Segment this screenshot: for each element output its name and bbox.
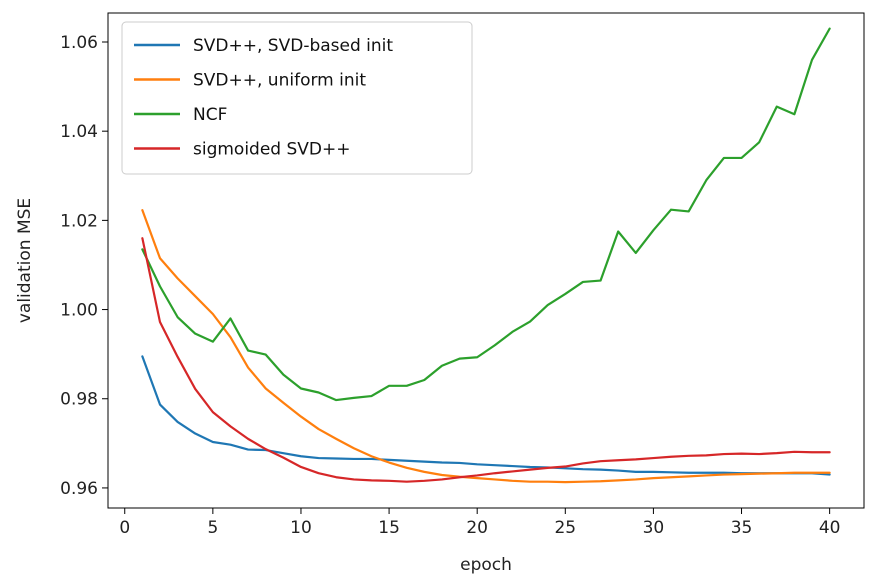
legend-label-4: sigmoided SVD++ [193, 140, 351, 160]
series-line-1 [141, 355, 831, 476]
y-tick-label: 0.98 [60, 390, 98, 410]
x-tick-label: 25 [554, 518, 576, 538]
x-tick-label: 40 [819, 518, 841, 538]
legend-label-3: NCF [193, 105, 227, 125]
legend: SVD++, SVD-based init SVD++, uniform init… [121, 21, 473, 175]
series-line-4 [141, 237, 831, 483]
y-axis-label: validation MSE [15, 198, 35, 323]
legend-box [121, 21, 473, 175]
y-tick-label: 1.06 [60, 33, 98, 53]
y-axis-ticks: 0.96 0.98 1.00 1.02 1.04 1.06 [60, 33, 108, 499]
plot-frame [107, 12, 865, 509]
legend-label-2: SVD++, uniform init [193, 71, 366, 91]
x-tick-label: 5 [207, 518, 218, 538]
y-tick-label: 1.00 [60, 301, 98, 321]
x-axis-ticks: 0 5 10 15 20 25 30 35 40 [119, 508, 840, 538]
x-tick-label: 15 [378, 518, 400, 538]
x-axis-label: epoch [460, 555, 512, 575]
series-line-3 [141, 27, 831, 402]
x-tick-label: 10 [290, 518, 312, 538]
y-tick-label: 1.04 [60, 122, 98, 142]
y-tick-label: 0.96 [60, 479, 98, 499]
x-tick-label: 0 [119, 518, 130, 538]
x-tick-label: 30 [643, 518, 665, 538]
x-tick-label: 20 [466, 518, 488, 538]
y-tick-label: 1.02 [60, 211, 98, 231]
series-line-2 [141, 209, 831, 484]
x-tick-label: 35 [731, 518, 753, 538]
legend-label-1: SVD++, SVD-based init [193, 36, 393, 56]
series-lines [141, 27, 831, 484]
